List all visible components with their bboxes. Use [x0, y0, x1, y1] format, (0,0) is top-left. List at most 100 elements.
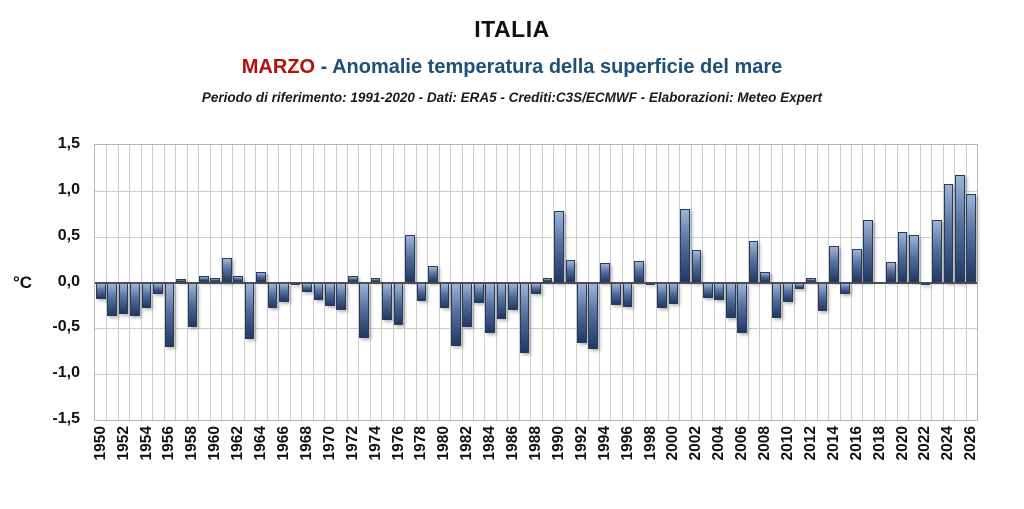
h-gridline [95, 236, 977, 238]
bar-2009 [771, 282, 782, 319]
bar-1955 [153, 282, 163, 295]
bar-2019 [886, 262, 896, 283]
x-tick-label-2004: 2004 [710, 426, 728, 461]
bar-1996 [622, 282, 633, 308]
bar-1984 [485, 282, 495, 333]
x-tick-label-2000: 2000 [664, 426, 682, 461]
bar-2006 [737, 282, 747, 333]
x-tick-label-1960: 1960 [206, 426, 224, 461]
bar-1985 [496, 282, 507, 320]
x-tick-label-2018: 2018 [870, 426, 888, 461]
x-tick-label-1978: 1978 [412, 426, 430, 461]
bar-1966 [279, 282, 289, 302]
x-tick-label-2008: 2008 [756, 426, 774, 461]
bar-2002 [691, 249, 702, 283]
bar-2007 [748, 241, 759, 283]
bar-2005 [725, 282, 736, 319]
y-tick-label: -1,5 [52, 410, 80, 427]
bar-1986 [508, 282, 518, 310]
bar-1954 [141, 282, 152, 309]
bar-1979 [428, 266, 438, 283]
bar-1999 [657, 282, 667, 309]
bar-2021 [909, 234, 919, 283]
bar-2003 [702, 282, 713, 299]
y-tick-label: 0,5 [57, 226, 80, 244]
x-tick-label-1986: 1986 [504, 426, 522, 461]
x-tick-label-1980: 1980 [435, 426, 453, 461]
x-tick-label-2002: 2002 [687, 426, 705, 461]
x-tick-label-1988: 1988 [527, 426, 544, 461]
bar-2001 [680, 209, 690, 283]
bar-1990 [554, 211, 564, 283]
bar-1969 [313, 282, 324, 300]
x-tick-label-1950: 1950 [91, 426, 109, 461]
x-tick-label-1990: 1990 [549, 426, 567, 461]
h-gridline [95, 190, 977, 192]
x-tick-label-1994: 1994 [595, 426, 613, 461]
bar-1978 [416, 282, 427, 301]
bar-1992 [576, 282, 587, 343]
bar-1982 [462, 282, 473, 328]
subtitle-month: MARZO [241, 56, 316, 78]
bar-2010 [783, 282, 793, 302]
x-tick-label-2016: 2016 [847, 426, 865, 461]
source-caption: Periodo di riferimento: 1991-2020 - Dati… [201, 90, 823, 105]
x-tick-label-2006: 2006 [733, 426, 751, 461]
y-tick-label: -1,0 [52, 364, 80, 382]
bar-2020 [897, 232, 908, 283]
bar-2000 [668, 282, 679, 304]
bar-1977 [405, 234, 415, 283]
zero-axis-line [95, 281, 977, 284]
bar-1991 [565, 259, 576, 283]
bar-1956 [164, 282, 175, 347]
x-tick-label-1952: 1952 [114, 426, 132, 461]
bar-2015 [840, 282, 851, 295]
x-tick-label-2026: 2026 [962, 426, 980, 461]
x-tick-label-2012: 2012 [801, 426, 819, 461]
bar-1987 [519, 282, 530, 354]
bar-2024 [943, 183, 954, 283]
h-gridline [95, 328, 977, 330]
bar-1968 [302, 282, 312, 292]
bar-1983 [473, 282, 484, 303]
bar-1993 [588, 282, 599, 349]
chart-subtitle: MARZO - Anomalie temperatura della super… [0, 56, 1024, 79]
bar-2026 [966, 193, 977, 283]
y-tick-label: 1,5 [57, 135, 80, 152]
x-tick-label-1972: 1972 [343, 426, 361, 461]
y-tick-label: 0,0 [57, 272, 80, 290]
bar-1965 [267, 282, 278, 309]
x-tick-label-1968: 1968 [297, 426, 315, 461]
bar-2016 [851, 248, 862, 283]
x-tick-label-1992: 1992 [572, 426, 590, 461]
chart-title: ITALIA [474, 16, 550, 42]
y-axis-unit-label: °C [13, 273, 33, 292]
bar-1976 [393, 282, 404, 325]
x-tick-label-1964: 1964 [252, 426, 270, 461]
bar-1950 [95, 282, 106, 299]
bar-1973 [359, 282, 369, 339]
bar-1953 [130, 282, 140, 317]
x-tick-label-2010: 2010 [779, 426, 796, 461]
x-tick-label-1966: 1966 [275, 426, 292, 461]
y-tick-label: 1,0 [57, 180, 80, 198]
x-tick-label-2022: 2022 [916, 426, 934, 461]
bar-1951 [107, 282, 117, 317]
bar-2014 [828, 245, 839, 283]
bar-2013 [817, 282, 828, 311]
h-gridline [95, 374, 977, 376]
x-tick-label-1976: 1976 [389, 426, 407, 461]
bar-1963 [244, 282, 255, 340]
x-tick-label-1956: 1956 [160, 426, 178, 461]
bar-1975 [382, 282, 392, 321]
bar-1994 [599, 263, 610, 283]
x-tick-label-1954: 1954 [137, 426, 155, 461]
x-tick-label-1984: 1984 [481, 426, 499, 461]
subtitle-text: - Anomalie temperatura della superficie … [315, 56, 783, 78]
x-tick-label-1998: 1998 [641, 426, 659, 461]
bar-2023 [932, 220, 942, 283]
y-tick-label: -0,5 [52, 318, 80, 336]
x-tick-label-1962: 1962 [229, 426, 247, 461]
bar-2025 [954, 175, 965, 283]
